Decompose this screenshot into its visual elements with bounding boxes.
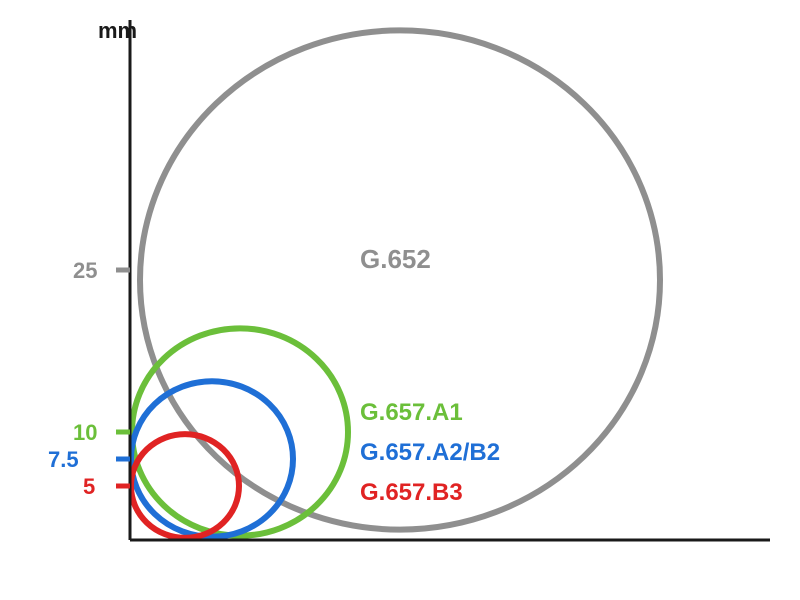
tick-label: 5 — [83, 474, 95, 499]
axis-unit-label: mm — [98, 18, 137, 43]
circle-label: G.657.A2/B2 — [360, 439, 500, 466]
diagram-svg: mm 25 107.55 G.652 G.657.A1 G.657.A2/B2 G.657.… — [0, 0, 800, 600]
circle-G.657.A1 — [132, 328, 348, 535]
circle-G.657.A2/B2 — [131, 381, 293, 537]
tick-label: 25 — [73, 258, 97, 283]
tick-label: 10 — [73, 420, 97, 445]
tick-marks — [116, 270, 130, 486]
bend-radius-diagram: mm 25 107.55 G.652 G.657.A1 G.657.A2/B2 G.657.… — [0, 0, 800, 600]
tick-label: 7.5 — [48, 447, 79, 472]
circle-label: G.657.B3 — [360, 479, 463, 506]
labels-group: mm 25 107.55 G.652 G.657.A1 G.657.A2/B2 G.657.… — [48, 18, 500, 506]
circle-label: G.652 — [360, 244, 431, 274]
circle-label: G.657.A1 — [360, 399, 463, 426]
